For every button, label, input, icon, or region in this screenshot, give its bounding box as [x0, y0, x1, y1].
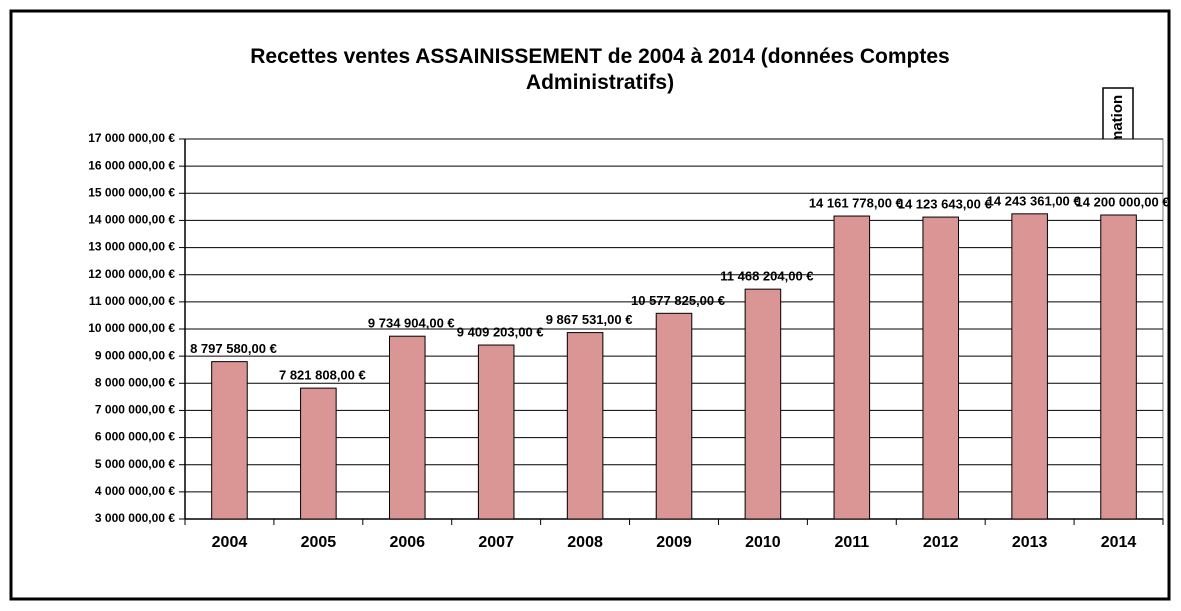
value-label: 14 123 643,00 € — [898, 197, 992, 212]
value-label: 7 821 808,00 € — [279, 368, 366, 383]
value-label: 8 797 580,00 € — [190, 341, 277, 356]
y-tick-label: 3 000 000,00 € — [95, 511, 175, 525]
x-tick-label: 2012 — [923, 534, 959, 551]
x-tick-label: 2008 — [567, 534, 603, 551]
bar — [477, 344, 515, 520]
bar — [211, 361, 248, 520]
x-tick-label: 2013 — [1012, 534, 1048, 551]
x-tick-label: 2006 — [389, 534, 425, 551]
value-label: 11 468 204,00 € — [720, 269, 813, 284]
x-tick-label: 2011 — [834, 534, 869, 551]
x-tick-label: 2007 — [478, 534, 514, 551]
bar — [1100, 214, 1137, 520]
y-tick-label: 6 000 000,00 € — [95, 430, 175, 444]
bar — [744, 288, 782, 520]
y-tick-label: 15 000 000,00 € — [88, 185, 175, 199]
y-tick-label: 11 000 000,00 € — [89, 294, 175, 308]
y-tick-label: 14 000 000,00 € — [88, 213, 175, 227]
bar — [566, 332, 604, 520]
bar — [388, 335, 426, 520]
x-tick-label: 2005 — [301, 534, 337, 551]
y-tick-label: 12 000 000,00 € — [88, 267, 175, 281]
x-tick-label: 2009 — [656, 534, 692, 551]
value-label: 10 577 825,00 € — [631, 293, 725, 308]
x-tick-label: 2010 — [745, 534, 781, 551]
value-label: 14 200 000,00 € — [1076, 194, 1170, 209]
chart-title: Recettes ventes ASSAINISSEMENT de 2004 à… — [250, 45, 950, 94]
y-tick-label: 4 000 000,00 € — [95, 484, 175, 498]
bar — [655, 312, 693, 520]
bar — [1011, 213, 1048, 520]
y-tick-label: 8 000 000,00 € — [95, 375, 175, 389]
value-label: 9 867 531,00 € — [546, 312, 633, 327]
value-label: 14 161 778,00 € — [809, 195, 903, 210]
y-tick-label: 17 000 000,00 € — [88, 131, 175, 145]
y-tick-label: 13 000 000,00 € — [88, 240, 175, 254]
y-tick-label: 7 000 000,00 € — [95, 403, 175, 417]
value-label: 14 243 361,00 € — [987, 193, 1081, 208]
x-tick-label: 2004 — [212, 534, 248, 551]
value-label: 9 409 203,00 € — [457, 324, 544, 339]
y-tick-label: 5 000 000,00 € — [95, 457, 175, 471]
bar — [922, 216, 960, 520]
y-tick-label: 10 000 000,00 € — [88, 321, 175, 335]
y-tick-label: 9 000 000,00 € — [95, 348, 175, 362]
bar — [833, 215, 871, 520]
value-label: 9 734 904,00 € — [368, 316, 455, 331]
bar — [300, 387, 337, 520]
y-tick-label: 16 000 000,00 € — [88, 158, 175, 172]
x-tick-label: 2014 — [1101, 534, 1137, 551]
